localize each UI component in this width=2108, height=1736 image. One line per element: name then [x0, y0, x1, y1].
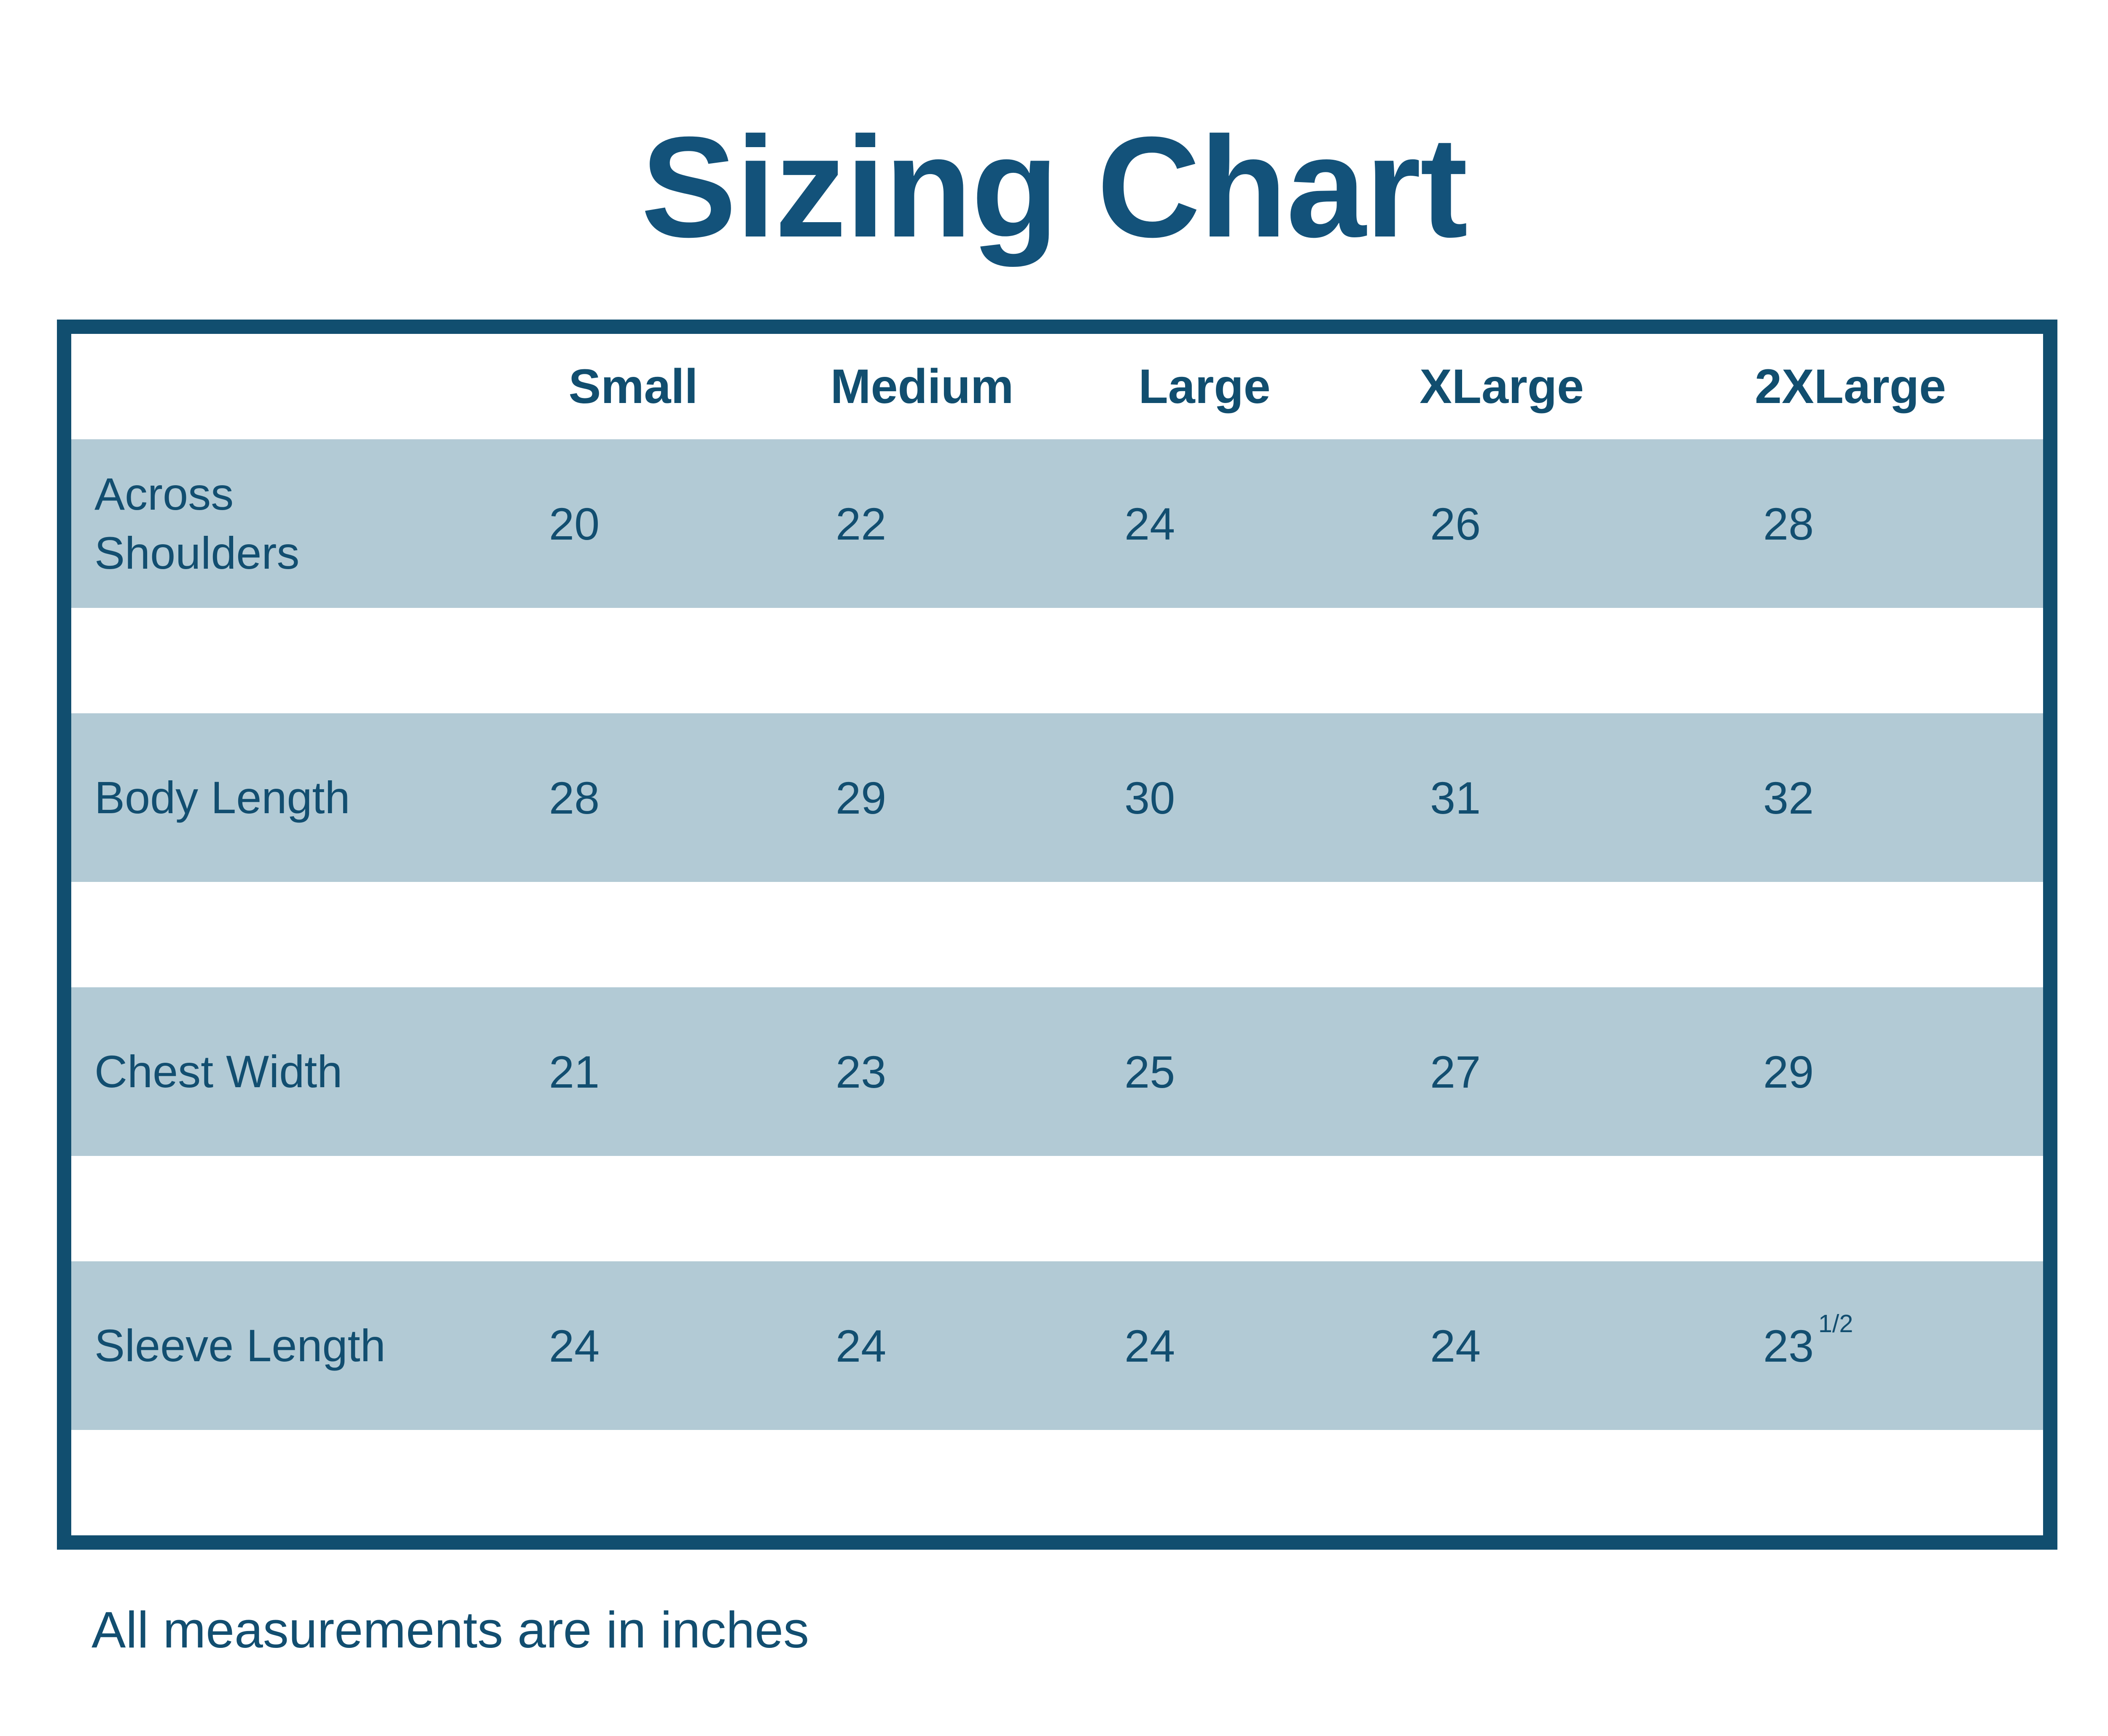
row-label: Sleeve Length: [94, 1319, 386, 1371]
cell-value: 29: [836, 772, 887, 823]
spacer-row: [71, 882, 2043, 987]
cell-value: 28: [549, 772, 600, 823]
column-header-large: Large: [1138, 360, 1271, 414]
cell-value: 30: [1124, 772, 1175, 823]
sizing-table: Small Medium Large XLarge 2XLarge Across…: [57, 320, 2057, 1550]
row-label: Across Shoulders: [94, 468, 300, 578]
cell-value: 27: [1430, 1046, 1481, 1097]
table-row-across-shoulders: Across Shoulders 20 22 24 26 28: [71, 439, 2043, 608]
cell-value: 20: [549, 498, 600, 549]
footer-note: All measurements are in inches: [91, 1601, 809, 1658]
cell-value: 26: [1430, 498, 1481, 549]
table-row-sleeve-length: Sleeve Length 24 24 24 24 23 1/2: [71, 1261, 2043, 1430]
page-title: Sizing Chart: [641, 107, 1468, 267]
header-row: Small Medium Large XLarge 2XLarge: [71, 334, 2043, 439]
column-header-medium: Medium: [830, 360, 1014, 414]
cell-value: 32: [1763, 772, 1814, 823]
cell-value: 24: [1430, 1320, 1481, 1371]
spacer-row: [71, 608, 2043, 713]
cell-value: 29: [1763, 1046, 1814, 1097]
column-header-small: Small: [568, 360, 698, 414]
row-label: Chest Width: [94, 1045, 343, 1097]
cell-value: 28: [1763, 498, 1814, 549]
cell-value: 24: [836, 1320, 887, 1371]
cell-value-main: 23: [1763, 1320, 1814, 1371]
table-row-body-length: Body Length 28 29 30 31 32: [71, 713, 2043, 882]
cell-value: 23 1/2: [1658, 1309, 2043, 1372]
column-header-xlarge: XLarge: [1420, 360, 1584, 414]
spacer-row: [71, 1430, 2043, 1535]
column-header-2xlarge: 2XLarge: [1755, 360, 1946, 414]
cell-value: 24: [549, 1320, 600, 1371]
cell-value: 25: [1124, 1046, 1175, 1097]
cell-value: 21: [549, 1046, 600, 1097]
spacer-row: [71, 1156, 2043, 1261]
cell-value: 31: [1430, 772, 1481, 823]
table-row-chest-width: Chest Width 21 23 25 27 29: [71, 987, 2043, 1156]
cell-value: 24: [1124, 1320, 1175, 1371]
cell-value: 22: [836, 498, 887, 549]
cell-value: 24: [1124, 498, 1175, 549]
fraction-superscript: 1/2: [1818, 1309, 1853, 1338]
cell-value: 23: [836, 1046, 887, 1097]
row-label: Body Length: [94, 771, 350, 823]
